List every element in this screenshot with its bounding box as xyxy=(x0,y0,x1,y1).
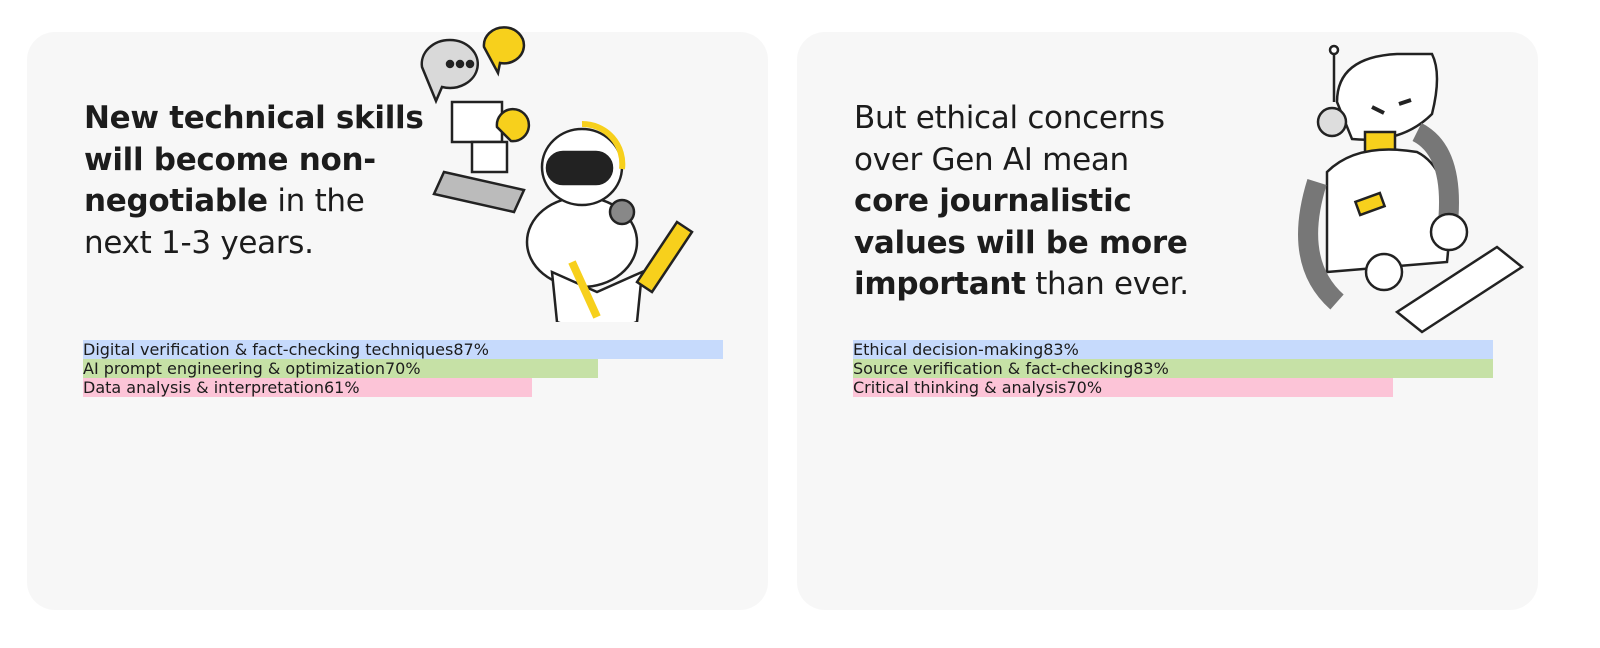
value-label: 87% xyxy=(453,340,489,359)
heading-part: in the next 1-3 years. xyxy=(84,183,365,261)
heading-part: But ethical concerns over Gen AI mean xyxy=(854,100,1165,178)
illustration-robot-typing xyxy=(1298,44,1525,334)
bar-list: Digital verification & fact-checking tec… xyxy=(83,340,723,397)
bar-label: Digital verification & fact-checking tec… xyxy=(83,340,454,359)
bar-label: Critical thinking & analysis xyxy=(853,378,1067,397)
panel: New technical skills will become non-neg… xyxy=(27,26,768,610)
illustration-robot-writer xyxy=(420,26,694,322)
bar-label: AI prompt engineering & optimization xyxy=(83,359,385,378)
heading-part: than ever. xyxy=(1035,266,1189,302)
bar-list: Ethical decision-making83% Source verific… xyxy=(853,340,1493,397)
bar: Data analysis & interpretation61% xyxy=(83,378,532,397)
value-label: 70% xyxy=(1066,378,1103,397)
heading-part: New technical skills will become non-neg… xyxy=(84,100,424,219)
bar: Source verification & fact-checking83% xyxy=(853,359,1493,378)
bar-label: Data analysis & interpretation xyxy=(83,378,324,397)
bar: Ethical decision-making83% xyxy=(853,340,1493,359)
value-label: 70% xyxy=(384,359,421,378)
bar-label: Source verification & fact-checking xyxy=(853,359,1134,378)
heading: New technical skills will become non-neg… xyxy=(84,98,434,264)
panel: But ethical concerns over Gen AI mean co… xyxy=(797,32,1538,610)
heading-part: core journalistic values will be more im… xyxy=(854,183,1188,302)
bar: Digital verification & fact-checking tec… xyxy=(83,340,723,359)
value-label: 83% xyxy=(1133,359,1169,378)
bar: AI prompt engineering & optimization70% xyxy=(83,359,598,378)
value-label: 61% xyxy=(323,378,360,397)
bar: Critical thinking & analysis70% xyxy=(853,378,1393,397)
heading: But ethical concerns over Gen AI mean co… xyxy=(854,98,1204,306)
value-label: 83% xyxy=(1043,340,1079,359)
bar-label: Ethical decision-making xyxy=(853,340,1044,359)
